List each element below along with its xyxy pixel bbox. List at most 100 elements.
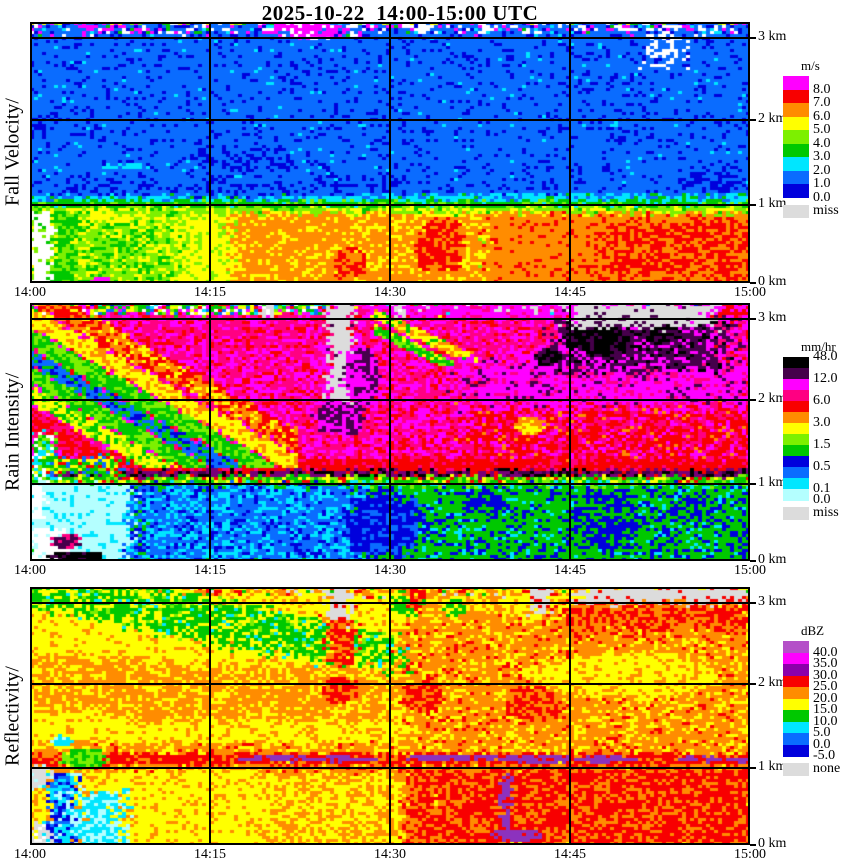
colorbar-swatch	[783, 116, 809, 131]
x-tick-label: 15:00	[734, 563, 766, 578]
colorbar-swatch	[783, 456, 809, 468]
height-label: 2 km	[758, 391, 787, 406]
colorbar-swatch	[783, 478, 809, 490]
height-tick	[750, 767, 756, 769]
colorbar-swatch	[783, 130, 809, 144]
height-tick	[750, 119, 756, 121]
colorbar-title-rain-intensity: mm/hr	[801, 339, 836, 354]
height-label: 2 km	[758, 111, 787, 126]
height-label: 3 km	[758, 310, 787, 325]
colorbar-label: 15.0	[813, 702, 838, 717]
colorbar-swatch	[783, 721, 809, 734]
x-tick-label: 14:15	[194, 847, 226, 862]
colorbar-missing-swatch	[783, 507, 809, 520]
colorbar-missing-swatch	[783, 763, 809, 776]
colorbar-swatch	[783, 489, 809, 501]
colorbar-swatch	[783, 675, 809, 688]
plot-reflectivity	[30, 587, 750, 845]
colorbar-label: 3.0	[813, 149, 831, 164]
height-tick	[750, 204, 756, 206]
colorbar-swatch	[783, 710, 809, 722]
colorbar-label: 7.0	[813, 95, 831, 110]
height-tick	[750, 318, 756, 320]
colorbar-swatch	[783, 641, 809, 653]
colorbar-title-fall-velocity: m/s	[801, 58, 820, 73]
colorbar-missing-label: miss	[813, 202, 839, 218]
height-label: 1 km	[758, 759, 787, 774]
height-label: 2 km	[758, 675, 787, 690]
heatmap-fall-velocity	[30, 22, 750, 283]
colorbar-swatch	[783, 170, 809, 185]
colorbar-swatch	[783, 423, 809, 435]
plot-fall-velocity	[30, 22, 750, 283]
colorbar-label: 25.0	[813, 679, 838, 694]
x-tick-label: 15:00	[734, 285, 766, 300]
colorbar-title-reflectivity: dBZ	[801, 623, 825, 638]
colorbar-label: 4.0	[813, 135, 831, 151]
heatmap-reflectivity	[30, 587, 750, 845]
height-label: 0 km	[758, 836, 787, 851]
x-tick-label: 14:45	[554, 285, 586, 300]
x-tick-label: 14:00	[14, 285, 46, 300]
colorbar-label: 5.0	[813, 122, 831, 137]
x-tick-label: 14:30	[374, 285, 406, 300]
panel-label-reflectivity: Reflectivity/	[1, 666, 24, 766]
colorbar-label: 20.0	[813, 690, 838, 706]
colorbar-swatch	[783, 698, 809, 711]
colorbar-label: 0.1	[813, 481, 831, 496]
colorbar-swatch	[783, 733, 809, 745]
panel-label-rain-intensity: Rain Intensity/	[1, 372, 24, 492]
colorbar-swatch	[783, 412, 809, 424]
height-tick	[750, 483, 756, 485]
colorbar-swatch	[783, 89, 809, 104]
colorbar-label: 5.0	[813, 725, 831, 740]
colorbar-label: 1.5	[813, 437, 831, 452]
x-tick-label: 14:15	[194, 285, 226, 300]
colorbar-label: 0.0	[813, 189, 831, 205]
height-label: 0 km	[758, 552, 787, 567]
colorbar-swatch	[783, 368, 809, 380]
colorbar-label: 40.0	[813, 644, 838, 660]
colorbar-swatch	[783, 103, 809, 117]
height-tick	[750, 602, 756, 604]
height-tick	[750, 37, 756, 39]
colorbar-label: 12.0	[813, 371, 838, 386]
colorbar-label: 30.0	[813, 667, 838, 683]
colorbar-missing-label: miss	[813, 505, 839, 520]
colorbar-label: 48.0	[813, 349, 838, 364]
x-tick-label: 14:30	[374, 563, 406, 578]
x-tick-label: 14:00	[14, 847, 46, 862]
height-label: 1 km	[758, 475, 787, 490]
x-tick-label: 14:30	[374, 847, 406, 862]
height-tick	[750, 844, 756, 846]
colorbar-label: 35.0	[813, 656, 838, 671]
colorbar-swatch	[783, 184, 809, 198]
colorbar-swatch	[783, 379, 809, 391]
colorbar-swatch	[783, 744, 809, 757]
x-tick-label: 14:15	[194, 563, 226, 578]
figure-title: 2025-10-22 14:00-15:00 UTC	[261, 1, 539, 25]
panel-label-fall-velocity: Fall Velocity/	[1, 98, 24, 207]
colorbar-swatch	[783, 157, 809, 171]
colorbar-label: 0.5	[813, 459, 831, 474]
colorbar-swatch	[783, 390, 809, 402]
x-tick-label: 14:00	[14, 563, 46, 578]
plot-rain-intensity	[30, 303, 750, 561]
colorbar-label: 0.0	[813, 736, 831, 752]
colorbar-swatch	[783, 652, 809, 665]
colorbar-label: 2.0	[813, 162, 831, 178]
colorbar-label: 8.0	[813, 81, 831, 97]
colorbar-swatch	[783, 687, 809, 699]
colorbar-swatch	[783, 401, 809, 413]
colorbar-label: 6.0	[813, 108, 831, 124]
colorbar-swatch	[783, 434, 809, 446]
colorbar-label: 1.0	[813, 176, 831, 191]
height-tick	[750, 683, 756, 685]
colorbar-swatch	[783, 467, 809, 479]
height-label: 0 km	[758, 274, 787, 289]
colorbar-label: 0.0	[813, 492, 831, 507]
colorbar-label: 3.0	[813, 415, 831, 430]
height-label: 3 km	[758, 29, 787, 44]
colorbar-label: -5.0	[813, 748, 836, 763]
